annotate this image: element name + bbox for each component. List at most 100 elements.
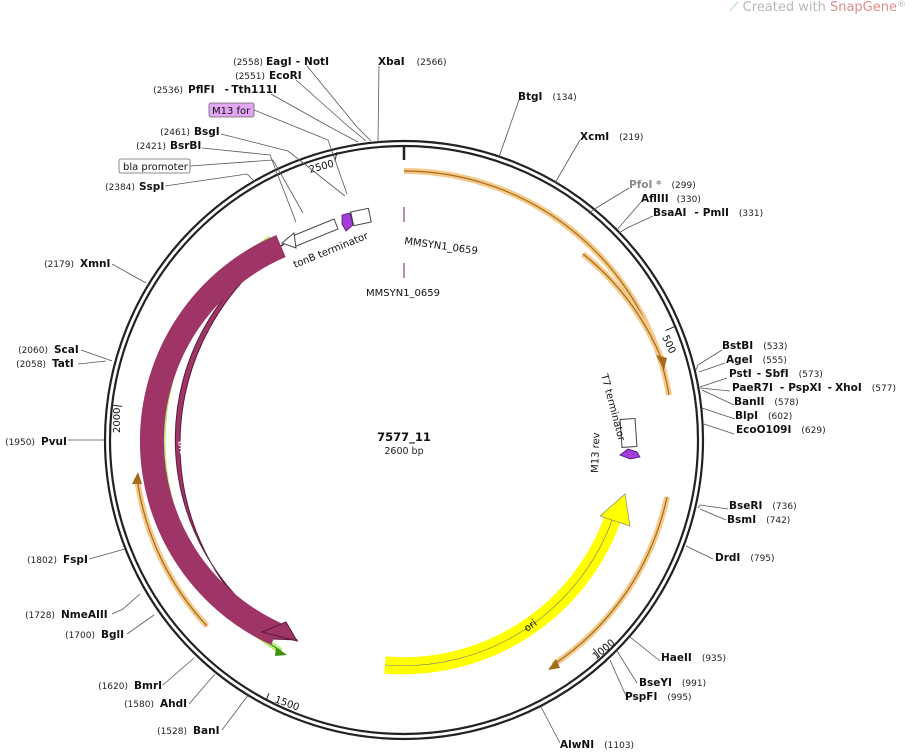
enzyme-name-xmni: XmnI <box>80 258 110 270</box>
svg-text:BsaAI-PmlI(331): BsaAI - PmlI (331) <box>653 207 763 219</box>
enzyme-name-bsgi: BsgI <box>194 126 220 138</box>
enzyme-pos-eagi: (2558) <box>233 58 263 68</box>
enzyme-pos-banii: (578) <box>774 398 798 408</box>
enzyme-pos-bstbi: (533) <box>763 342 787 352</box>
enzyme-name-blpi: BlpI <box>735 410 758 422</box>
enzyme-name-bseri: BseRI <box>729 500 762 512</box>
svg-text:(2558): (2558) <box>233 58 263 68</box>
enzyme-name-eagi: EagI <box>266 56 292 68</box>
m13-for-primer <box>341 212 354 232</box>
enzyme-pos-blpi: (602) <box>768 412 792 422</box>
svg-text:(1950): (1950) <box>5 438 35 448</box>
enzyme-pos-paer7i: (577) <box>872 384 896 394</box>
enzyme-pos-bsrbi: (2421) <box>136 142 166 152</box>
watermark-brand: SnapGene <box>829 0 897 15</box>
enzyme-pos-xcmi: (219) <box>619 133 643 143</box>
svg-text:AgeI(555): AgeI (555) <box>726 354 787 366</box>
enzyme-name-pspxi: PspXI <box>788 382 821 394</box>
enzyme-name-btgi: BtgI <box>518 91 542 103</box>
enzyme-pos-drdi: (795) <box>750 554 774 564</box>
t7-label: T7 terminator <box>598 372 627 443</box>
enzyme-name-pspfi: PspFI <box>625 691 657 703</box>
enzyme-name-paer7i: PaeR7I <box>732 382 773 394</box>
enzyme-name-pmli: PmlI <box>703 207 729 219</box>
svg-text:PvuI: PvuI <box>41 436 67 448</box>
enzyme-name-pflfi: PflFI <box>188 84 215 96</box>
enzyme-name-eco0109i: EcoO109I <box>736 424 791 436</box>
svg-text:PflFI-Tth111I: PflFI - Tth111I <box>188 84 277 96</box>
feature-tonb-arrow <box>281 232 297 249</box>
enzyme-name-bmri: BmrI <box>134 680 162 692</box>
enzyme-name-pfoi: PfoI * <box>629 179 662 191</box>
svg-text:(2384): (2384) <box>105 183 135 193</box>
svg-text:(2060): (2060) <box>18 346 48 356</box>
enzyme-pos-pvui: (1950) <box>5 438 35 448</box>
enzyme-pos-scai: (2060) <box>18 346 48 356</box>
enzyme-name-banii: BanII <box>734 396 764 408</box>
svg-text:PaeR7I-PspXI-XhoI(577): PaeR7I - PspXI - XhoI (577) <box>732 382 896 394</box>
enzyme-pos-ahdi: (1580) <box>124 700 154 710</box>
enzyme-name-agei: AgeI <box>726 354 753 366</box>
enzyme-name-tati: TatI <box>52 358 74 370</box>
enzyme-name-sbfi: SbfI <box>765 368 789 380</box>
svg-text:BanII(578): BanII (578) <box>734 396 799 408</box>
svg-text:XbaI(2566): XbaI (2566) <box>378 56 447 68</box>
svg-text:ScaI: ScaI <box>54 344 79 356</box>
svg-text:(2179): (2179) <box>44 260 74 270</box>
svg-text:(1528): (1528) <box>157 727 187 737</box>
enzyme-name-bstbi: BstBI <box>722 340 753 352</box>
enzyme-pos-pfoi: (299) <box>672 181 696 191</box>
svg-text:(2421): (2421) <box>136 142 166 152</box>
m13rev-label: M13 rev <box>590 432 602 473</box>
enzyme-name-xcmi: XcmI <box>580 131 609 143</box>
enzyme-name-bsmi: BsmI <box>727 514 756 526</box>
svg-text:SspI: SspI <box>139 181 164 193</box>
enzyme-pos-bgli: (1700) <box>65 631 95 641</box>
leader-lines <box>68 65 736 744</box>
mmsyn-label-a: MMSYN1_0659 <box>404 236 479 257</box>
ruler-label-2000: 2000 <box>112 408 123 433</box>
feature-bla <box>139 234 299 645</box>
svg-text:(1580): (1580) <box>124 700 154 710</box>
enzyme-pos-xbai: (2566) <box>417 58 447 68</box>
enzyme-pos-afliii: (330) <box>677 195 701 205</box>
svg-text:AhdI: AhdI <box>160 698 187 710</box>
enzyme-pos-psti: (573) <box>799 370 823 380</box>
mmsyn-label-b: MMSYN1_0659 <box>366 288 440 299</box>
backbone-outer-ring <box>103 139 705 741</box>
enzyme-name-bgli: BglI <box>101 629 124 641</box>
svg-text:XmnI: XmnI <box>80 258 110 270</box>
m13-rev-primer <box>619 448 641 460</box>
svg-text:(2551): (2551) <box>235 72 265 82</box>
svg-text:BstBI(533): BstBI (533) <box>722 340 787 352</box>
svg-text:AflIII(330): AflIII (330) <box>641 193 701 205</box>
feature-arc-top-right <box>403 168 672 396</box>
svg-text:TatI: TatI <box>52 358 74 370</box>
enzyme-pos-eco0109i: (629) <box>801 426 825 436</box>
svg-text:DrdI(795): DrdI (795) <box>715 552 775 564</box>
enzyme-pos-fspi: (1802) <box>27 556 57 566</box>
enzyme-name-xbai: XbaI <box>378 56 405 68</box>
enzyme-name-scai: ScaI <box>54 344 79 356</box>
ruler-tick-1000 <box>592 648 600 657</box>
enzyme-name-psti: PstI <box>729 368 752 380</box>
snapgene-watermark: ⟋ Created with SnapGene® <box>729 0 906 15</box>
watermark-prefix: Created with <box>742 0 830 15</box>
svg-text:BlpI(602): BlpI (602) <box>735 410 792 422</box>
svg-text:BsrBI: BsrBI <box>170 140 201 152</box>
svg-text:PspFI(995): PspFI (995) <box>625 691 692 703</box>
m13-for-box-label: M13 for <box>212 106 251 117</box>
bla-promoter-box-label: bla promoter <box>123 162 189 173</box>
svg-text:(1700): (1700) <box>65 631 95 641</box>
svg-text:NmeAIII: NmeAIII <box>61 609 108 621</box>
enzyme-pos-bsaai: (331) <box>739 209 763 219</box>
enzyme-pos-pflfi: (2536) <box>153 86 183 96</box>
enzyme-name-ahdi: AhdI <box>160 698 187 710</box>
t7-terminator-box <box>619 417 638 448</box>
svg-text:AlwNI(1103): AlwNI (1103) <box>560 739 634 751</box>
ruler-label-1000: 1000 <box>591 638 618 663</box>
snapgene-logo-icon: ⟋ <box>729 0 743 15</box>
svg-text:(1620): (1620) <box>98 682 128 692</box>
feature-tonb-box <box>289 218 339 248</box>
svg-text:BsmI(742): BsmI (742) <box>727 514 790 526</box>
